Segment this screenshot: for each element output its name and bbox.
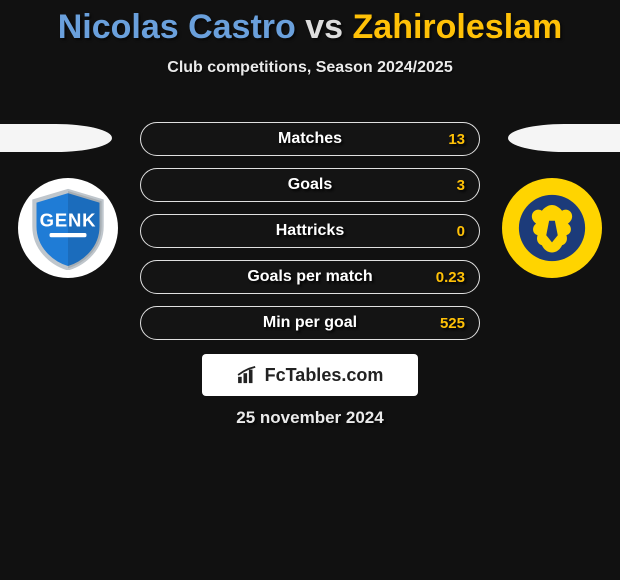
left-player-oval [0, 124, 112, 152]
stat-label: Matches [278, 130, 342, 148]
player2-name: Zahiroleslam [353, 8, 563, 46]
stat-right-value: 3 [457, 177, 465, 194]
brand-badge: FcTables.com [202, 354, 418, 396]
stats-container: Matches 13 Goals 3 Hattricks 0 Goals per… [140, 122, 480, 352]
stat-label: Goals per match [247, 268, 372, 286]
vs-text: vs [305, 8, 343, 46]
stat-label: Min per goal [263, 314, 357, 332]
stat-right-value: 13 [448, 131, 465, 148]
stat-label: Goals [288, 176, 332, 194]
right-player-oval [508, 124, 620, 152]
chart-icon [237, 366, 259, 384]
stat-row: Goals per match 0.23 [140, 260, 480, 294]
date-text: 25 november 2024 [0, 408, 620, 428]
stat-label: Hattricks [276, 222, 344, 240]
comparison-title: Nicolas Castro vs Zahiroleslam [0, 0, 620, 47]
stat-row: Hattricks 0 [140, 214, 480, 248]
stvv-crest-icon [516, 192, 588, 264]
svg-text:GENK: GENK [40, 209, 97, 230]
left-club-logo: GENK [18, 178, 118, 278]
subtitle: Club competitions, Season 2024/2025 [0, 59, 620, 77]
genk-shield-icon: GENK [26, 186, 110, 270]
stat-row: Goals 3 [140, 168, 480, 202]
player1-name: Nicolas Castro [58, 8, 296, 46]
stat-row: Matches 13 [140, 122, 480, 156]
stat-right-value: 0.23 [436, 269, 465, 286]
stat-right-value: 0 [457, 223, 465, 240]
brand-text: FcTables.com [265, 365, 384, 386]
right-club-logo [502, 178, 602, 278]
stat-right-value: 525 [440, 315, 465, 332]
stat-row: Min per goal 525 [140, 306, 480, 340]
